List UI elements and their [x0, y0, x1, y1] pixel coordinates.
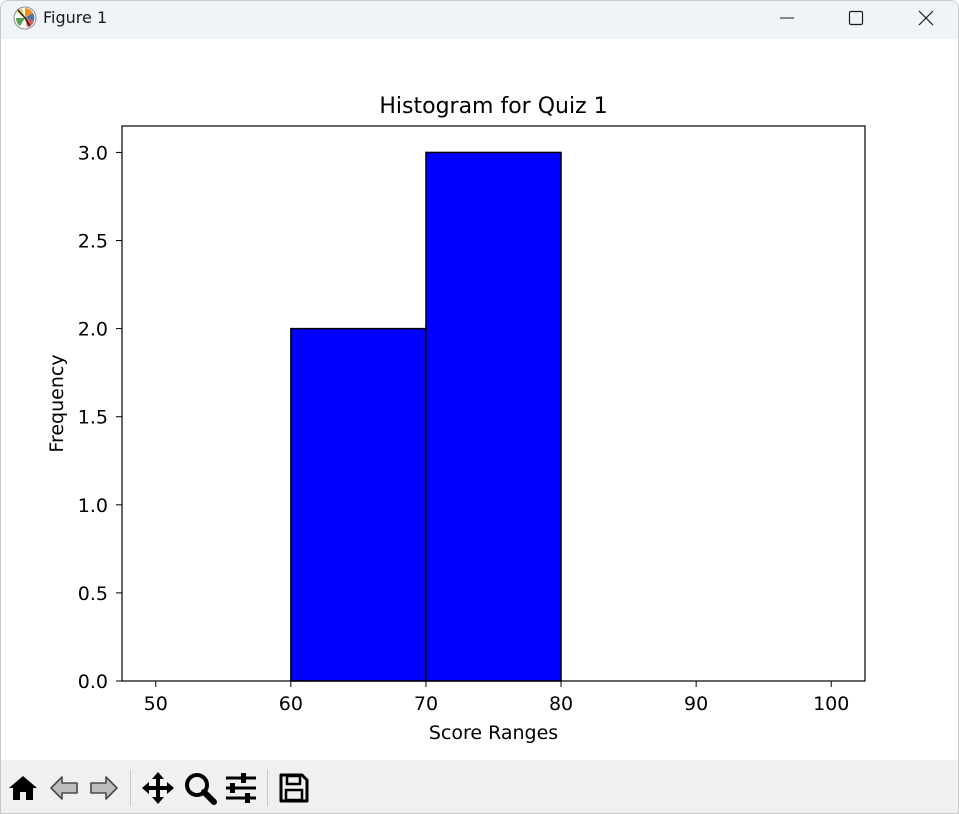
y-tick-label: 2.0	[78, 319, 108, 341]
toolbar-separator	[130, 770, 131, 806]
y-tick-label: 0.0	[78, 671, 108, 693]
x-tick-label: 60	[279, 693, 303, 715]
minimize-icon	[780, 17, 794, 19]
x-tick-label: 100	[813, 693, 849, 715]
zoom-icon	[185, 773, 217, 805]
window-title: Figure 1	[43, 8, 108, 27]
back-button[interactable]	[46, 770, 82, 806]
figure-canvas[interactable]: 50 60 70 80 90 100 0.0 0.5 1.0 1.5 2.0 2.5 3.0 Hist…	[1, 39, 958, 760]
save-icon	[279, 773, 309, 803]
navigation-toolbar	[1, 760, 958, 813]
maximize-button[interactable]	[821, 1, 891, 35]
close-icon	[918, 10, 934, 26]
back-icon	[50, 776, 78, 800]
maximize-icon	[848, 10, 864, 26]
histogram-bar	[290, 327, 427, 682]
y-ticks: 0.0 0.5 1.0 1.5 2.0 2.5 3.0	[78, 142, 122, 693]
x-tick-label: 90	[684, 693, 708, 715]
title-bar[interactable]: Figure 1	[1, 1, 958, 39]
y-tick-label: 3.0	[78, 142, 108, 164]
chart-title: Histogram for Quiz 1	[379, 94, 607, 119]
home-icon	[9, 776, 37, 800]
x-tick-label: 50	[144, 693, 168, 715]
x-tick-label: 70	[414, 693, 438, 715]
pan-icon	[142, 772, 174, 804]
minimize-button[interactable]	[752, 1, 822, 35]
matplotlib-icon	[13, 6, 37, 30]
close-button[interactable]	[891, 1, 958, 35]
forward-button[interactable]	[86, 770, 122, 806]
x-tick-label: 80	[549, 693, 573, 715]
histogram-bar	[425, 151, 562, 682]
home-button[interactable]	[5, 770, 41, 806]
configure-subplots-button[interactable]	[223, 770, 259, 806]
axes-frame	[121, 125, 866, 682]
configure-subplots-icon	[226, 773, 256, 803]
bars-group	[290, 151, 562, 682]
save-button[interactable]	[276, 770, 312, 806]
y-tick-label: 0.5	[78, 583, 108, 605]
forward-icon	[90, 776, 118, 800]
y-tick-label: 1.5	[78, 407, 108, 429]
y-tick-label: 1.0	[78, 495, 108, 517]
y-tick-label: 2.5	[78, 231, 108, 253]
pan-button[interactable]	[140, 770, 176, 806]
y-axis-label: Frequency	[46, 354, 68, 452]
x-ticks: 50 60 70 80 90 100	[144, 681, 849, 715]
histogram-chart: 50 60 70 80 90 100 0.0 0.5 1.0 1.5 2.0 2.5 3.0 Hist…	[46, 94, 866, 744]
toolbar-separator	[267, 770, 268, 806]
x-axis-label: Score Ranges	[429, 722, 558, 744]
zoom-button[interactable]	[182, 770, 218, 806]
